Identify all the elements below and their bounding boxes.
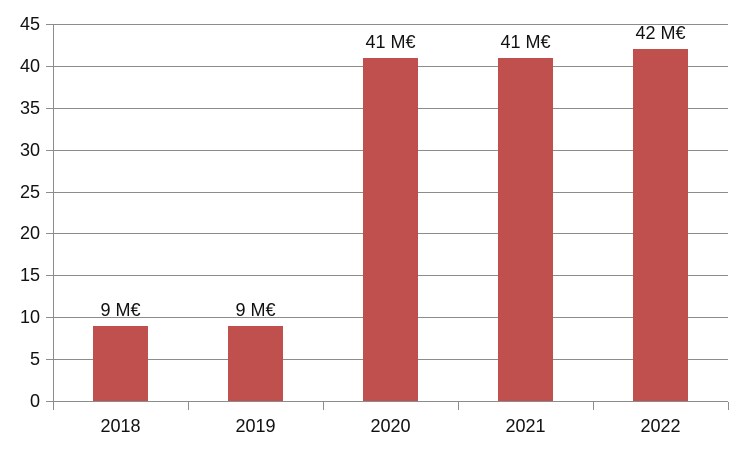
x-axis-line xyxy=(53,401,728,402)
gridline xyxy=(53,24,728,25)
y-axis-tick-label: 10 xyxy=(19,307,40,327)
x-axis-tick xyxy=(593,402,594,410)
bar-2018 xyxy=(93,326,148,401)
bar-2022 xyxy=(633,49,688,401)
bar-2020 xyxy=(363,58,418,401)
data-label-2020: 41 M€ xyxy=(365,32,416,52)
y-axis-tick xyxy=(46,108,53,109)
y-axis-tick-label: 25 xyxy=(19,182,40,202)
y-axis-tick-label: 0 xyxy=(29,391,40,411)
y-axis-tick-label: 40 xyxy=(19,56,40,76)
x-axis-label-2021: 2021 xyxy=(505,416,546,436)
x-axis-label-2020: 2020 xyxy=(370,416,411,436)
data-label-2019: 9 M€ xyxy=(235,300,276,320)
x-axis-tick xyxy=(728,402,729,410)
y-axis-tick xyxy=(46,401,53,402)
y-axis-tick xyxy=(46,150,53,151)
x-axis-tick xyxy=(188,402,189,410)
x-axis-label-2022: 2022 xyxy=(640,416,681,436)
y-axis-tick xyxy=(46,66,53,67)
y-axis-tick-label: 30 xyxy=(19,140,40,160)
y-axis-tick xyxy=(46,317,53,318)
y-axis-line xyxy=(53,24,54,402)
y-axis-tick xyxy=(46,359,53,360)
y-axis-tick-label: 45 xyxy=(19,14,40,34)
y-axis-tick-label: 15 xyxy=(19,265,40,285)
y-axis-tick-label: 5 xyxy=(29,349,40,369)
y-axis-tick-label: 35 xyxy=(19,98,40,118)
bar-2019 xyxy=(228,326,283,401)
data-label-2021: 41 M€ xyxy=(500,32,551,52)
data-label-2018: 9 M€ xyxy=(100,300,141,320)
x-axis-tick xyxy=(323,402,324,410)
x-axis-tick xyxy=(458,402,459,410)
data-label-2022: 42 M€ xyxy=(635,23,686,43)
y-axis-tick xyxy=(46,275,53,276)
x-axis-tick xyxy=(53,402,54,410)
y-axis-tick xyxy=(46,192,53,193)
x-axis-label-2018: 2018 xyxy=(100,416,141,436)
x-axis-label-2019: 2019 xyxy=(235,416,276,436)
y-axis-tick-label: 20 xyxy=(19,223,40,243)
y-axis-tick xyxy=(46,24,53,25)
bar-2021 xyxy=(498,58,553,401)
y-axis-tick xyxy=(46,233,53,234)
